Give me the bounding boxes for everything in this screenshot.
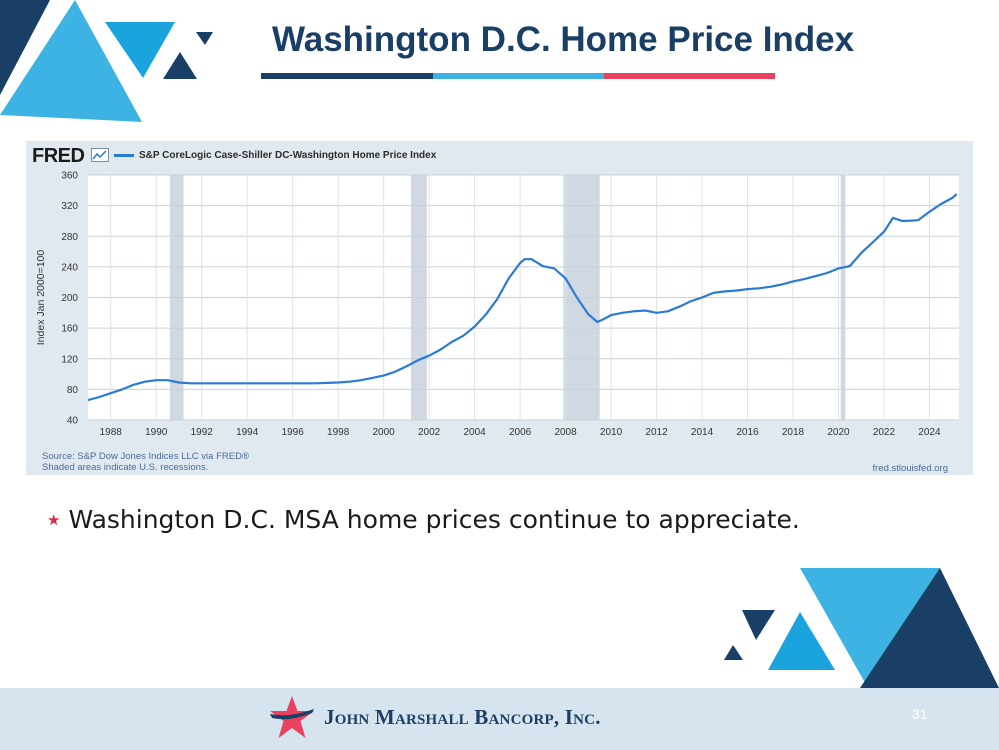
- legend-series-name: S&P CoreLogic Case-Shiller DC-Washington…: [139, 150, 437, 161]
- deco-triangle-navy-down-br: [742, 610, 775, 640]
- y-tick-label: 160: [61, 324, 78, 335]
- x-tick-label: 1996: [282, 427, 305, 438]
- company-logo: John Marshall Bancorp, Inc.: [268, 694, 601, 740]
- x-tick-label: 2018: [782, 427, 805, 438]
- bullet-point: ★ Washington D.C. MSA home prices contin…: [47, 505, 800, 534]
- y-tick-label: 200: [61, 293, 78, 304]
- chart-source: Source: S&P Dow Jones Indices LLC via FR…: [42, 451, 249, 473]
- x-tick-label: 1990: [145, 427, 168, 438]
- x-tick-label: 2006: [509, 427, 532, 438]
- deco-triangle-navy-topleft: [0, 0, 50, 95]
- x-tick-label: 2010: [600, 427, 623, 438]
- x-tick-label: 1998: [327, 427, 350, 438]
- title-underline: [261, 73, 775, 79]
- y-tick-label: 360: [61, 171, 78, 182]
- y-tick-label: 320: [61, 201, 78, 212]
- y-tick-label: 80: [67, 385, 79, 396]
- x-tick-label: 2024: [918, 427, 941, 438]
- y-tick-label: 280: [61, 232, 78, 243]
- y-tick-label: 120: [61, 354, 78, 365]
- fred-url-link[interactable]: fred.stlouisfed.org: [872, 463, 948, 474]
- star-logo-icon: [270, 696, 314, 738]
- title-underline-blue: [433, 73, 604, 79]
- x-tick-label: 2016: [736, 427, 759, 438]
- fred-logo: FRED: [32, 145, 85, 167]
- x-tick-label: 2014: [691, 427, 714, 438]
- source-line: Source: S&P Dow Jones Indices LLC via FR…: [42, 451, 249, 462]
- shaded-note: Shaded areas indicate U.S. recessions.: [42, 462, 209, 473]
- x-tick-label: 2008: [554, 427, 577, 438]
- deco-triangle-navy-down-small: [196, 32, 213, 45]
- x-tick-label: 1994: [236, 427, 259, 438]
- x-tick-label: 2022: [873, 427, 896, 438]
- star-bullet-icon: ★: [47, 510, 61, 529]
- x-tick-label: 2000: [373, 427, 396, 438]
- company-name: John Marshall Bancorp, Inc.: [324, 704, 601, 729]
- chart-plot: 40 80 120 160 200 240 280 320 360 1988 1990 1992 199…: [35, 171, 959, 438]
- x-tick-label: 2020: [827, 427, 850, 438]
- page-number: 31: [912, 706, 928, 722]
- fred-chart-panel: FRED S&P CoreLogic Case-Shiller DC-Washi…: [26, 141, 973, 475]
- x-tick-label: 2002: [418, 427, 441, 438]
- bullet-text: Washington D.C. MSA home prices continue…: [68, 505, 800, 534]
- y-tick-label: 240: [61, 262, 78, 273]
- x-tick-label: 2012: [645, 427, 668, 438]
- chart-legend: S&P CoreLogic Case-Shiller DC-Washington…: [114, 150, 436, 161]
- title-underline-navy: [261, 73, 433, 79]
- deco-triangle-navy-small-br: [724, 645, 743, 660]
- x-tick-label: 1992: [191, 427, 214, 438]
- deco-triangle-navy-br: [860, 568, 999, 688]
- deco-triangle-navy-up: [163, 52, 197, 79]
- y-tick-label: 40: [67, 416, 79, 427]
- title-underline-red: [604, 73, 775, 79]
- deco-triangle-cyan-down: [105, 22, 175, 78]
- y-axis-label: Index Jan 2000=100: [35, 250, 47, 346]
- footer-bar: [0, 688, 999, 750]
- deco-triangle-cyan-up-br: [768, 612, 835, 670]
- x-tick-label: 1988: [100, 427, 123, 438]
- slide-title: Washington D.C. Home Price Index: [272, 20, 855, 59]
- legend-swatch: [114, 154, 134, 157]
- x-tick-label: 2004: [463, 427, 486, 438]
- deco-triangle-skyblue-topleft: [0, 0, 142, 122]
- deco-triangle-skyblue-br: [800, 568, 940, 688]
- series-line: [87, 193, 958, 402]
- fred-graph-icon: [91, 148, 109, 162]
